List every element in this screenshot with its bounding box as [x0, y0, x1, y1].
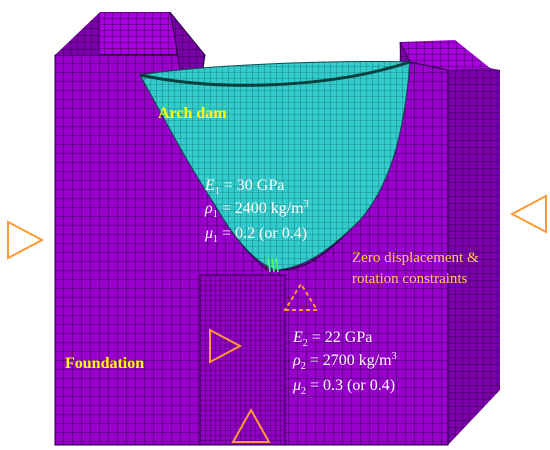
foundation-top-right: [400, 40, 490, 70]
foundation-side-face: [448, 60, 500, 445]
foundation-elastic-modulus: E2 = 22 GPa: [292, 329, 372, 349]
arch-dam-base-marker: [267, 257, 279, 273]
constraint-triangle-back-dashed-icon: [283, 282, 319, 311]
foundation-left-block: [55, 12, 100, 55]
arch-dam-label: Arch dam: [158, 105, 227, 122]
constraint-triangle-front-icon: [209, 328, 243, 364]
constraint-triangle-right-icon: [509, 194, 547, 234]
dam-poisson-ratio: μ1 = 0.2 (or 0.4): [204, 225, 307, 245]
dam-density: ρ1 = 2400 kg/m3: [204, 199, 309, 220]
arch-dam-crest: [139, 60, 411, 87]
foundation-poisson-ratio: μ2 = 0.3 (or 0.4): [292, 377, 395, 397]
arch-dam-shell: [139, 61, 411, 271]
foundation-label: Foundation: [65, 355, 144, 372]
constraint-triangle-left-icon: [7, 220, 45, 260]
constraint-triangle-bottom-icon: [231, 407, 271, 443]
constraints-label-line1: Zero displacement &: [352, 250, 479, 266]
dam-elastic-modulus: E1 = 30 GPa: [204, 177, 284, 197]
foundation-density: ρ2 = 2700 kg/m3: [292, 351, 397, 372]
constraints-label-line2: rotation constraints: [352, 271, 468, 287]
